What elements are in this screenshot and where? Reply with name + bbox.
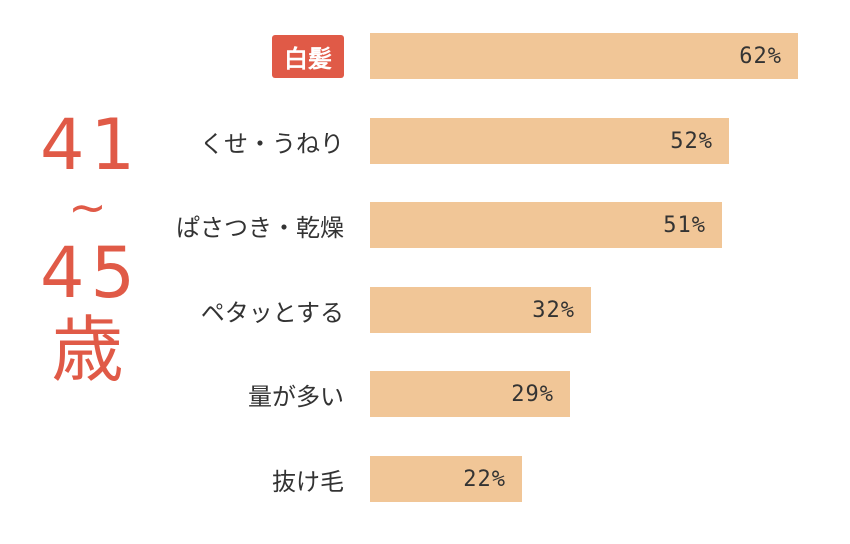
category-label-text: ペタッとする xyxy=(200,298,344,327)
bar: 51% xyxy=(370,202,722,248)
category-label: ペタッとする xyxy=(201,287,344,333)
category-label: ぱさつき・乾燥 xyxy=(176,202,344,248)
bar-value-label: 32% xyxy=(532,297,575,323)
category-label: くせ・うねり xyxy=(200,118,344,164)
bar-value-label: 29% xyxy=(511,381,554,407)
age-group-label: 41 ~ 45 歳 xyxy=(40,110,135,386)
age-tilde: ~ xyxy=(68,180,107,234)
bar-value-label: 52% xyxy=(670,128,713,154)
category-label-text: くせ・うねり xyxy=(200,129,344,158)
age-unit: 歳 xyxy=(51,308,124,392)
bar: 32% xyxy=(370,287,591,333)
bar: 22% xyxy=(370,456,522,502)
category-label-text: 白髪 xyxy=(272,34,344,78)
age-start: 41 xyxy=(40,104,142,186)
bar: 62% xyxy=(370,33,798,79)
bar: 29% xyxy=(370,371,570,417)
category-label: 白髪 xyxy=(272,33,344,79)
bar: 52% xyxy=(370,118,729,164)
bar-value-label: 51% xyxy=(663,212,706,238)
category-label-text: 抜け毛 xyxy=(272,467,344,496)
category-label: 抜け毛 xyxy=(272,456,344,502)
bar-value-label: 22% xyxy=(463,466,506,492)
bar-value-label: 62% xyxy=(739,43,782,69)
category-label-text: ぱさつき・乾燥 xyxy=(176,213,344,242)
category-label-text: 量が多い xyxy=(248,382,344,411)
age-end: 45 xyxy=(40,232,142,314)
category-label: 量が多い xyxy=(248,371,344,417)
